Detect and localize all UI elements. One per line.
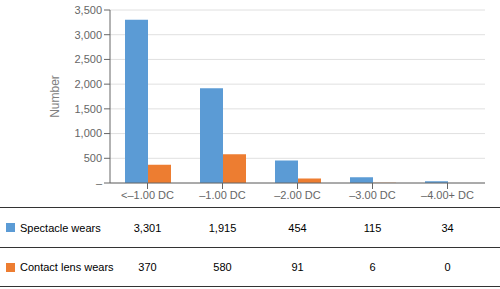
svg-text:–2.00 DC: –2.00 DC (274, 189, 321, 201)
html-text:580: 580 (213, 261, 232, 273)
html-text:1,915: 1,915 (208, 221, 237, 234)
html-text:454: 454 (288, 221, 307, 234)
svg-text:Number: Number (48, 75, 62, 118)
svg-text:–: – (96, 177, 103, 189)
svg-text:500: 500 (84, 152, 102, 164)
svg-text:<–1.00 DC: <–1.00 DC (121, 189, 174, 201)
svg-text:3,000: 3,000 (74, 29, 102, 41)
svg-text:3,500: 3,500 (74, 4, 102, 16)
svg-text:–1.00 DC: –1.00 DC (199, 189, 246, 201)
html-text:0: 0 (444, 261, 451, 273)
html-text:91: 91 (291, 261, 304, 273)
html-text:370: 370 (138, 261, 157, 273)
svg-text:–3.00 DC: –3.00 DC (349, 189, 396, 201)
svg-text:1,500: 1,500 (74, 103, 102, 115)
svg-text:1,000: 1,000 (74, 127, 102, 139)
svg-text:2,000: 2,000 (74, 78, 102, 90)
svg-text:–4.00+ DC: –4.00+ DC (421, 189, 474, 201)
html-text:115: 115 (363, 221, 382, 234)
svg-text:2,500: 2,500 (74, 53, 102, 65)
html-text:Spectacle wears: Spectacle wears (20, 221, 101, 234)
html-text:6: 6 (369, 261, 376, 273)
html-text:Contact lens wears: Contact lens wears (20, 261, 114, 273)
html-text:3,301: 3,301 (133, 221, 162, 234)
html-text:34: 34 (441, 221, 454, 234)
